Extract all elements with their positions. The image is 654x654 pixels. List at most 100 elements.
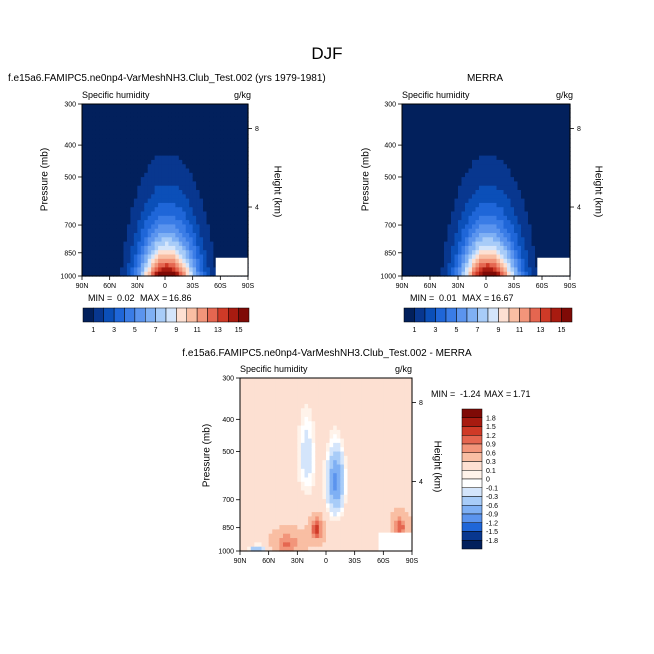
heatmap-cell (243, 382, 248, 388)
heatmap-cell (254, 412, 259, 418)
heatmap-cell (326, 529, 331, 535)
heatmap-cell (293, 403, 298, 409)
heatmap-cell (257, 412, 263, 418)
heatmap-cell (130, 108, 135, 114)
heatmap-cell (243, 386, 248, 392)
heatmap-cell (95, 250, 100, 256)
heatmap-cell (304, 507, 309, 513)
heatmap-cell (240, 438, 245, 444)
heatmap-cell (254, 416, 259, 422)
heatmap-cell (268, 468, 273, 474)
heatmap-cell (140, 129, 145, 135)
heatmap-cells (240, 378, 413, 552)
heatmap-cell (126, 151, 132, 157)
heatmap-cell (275, 468, 281, 474)
heatmap-cell (304, 516, 309, 522)
heatmap-cell (247, 421, 252, 427)
heatmap-cell (315, 538, 320, 543)
panel-units: g/kg (234, 90, 252, 100)
heatmap-cell (322, 412, 327, 418)
heatmap-cell (300, 412, 306, 418)
heatmap-cell (140, 168, 145, 174)
heatmap-cell (268, 473, 273, 479)
heatmap-cell (109, 147, 114, 152)
heatmap-cell (126, 108, 132, 114)
heatmap-cell (265, 520, 270, 526)
heatmap-cell (123, 254, 128, 260)
heatmap-cell (275, 473, 281, 479)
heatmap-cell (322, 455, 327, 461)
heatmap-cell (261, 538, 266, 543)
heatmap-cell (113, 215, 118, 221)
heatmap-cell (257, 516, 263, 522)
max-value: 16.86 (169, 293, 192, 303)
heatmap-cell (99, 220, 104, 225)
heatmap-cell (243, 538, 248, 543)
heatmap-cell (137, 254, 142, 260)
heatmap-cell (137, 245, 142, 251)
heatmap-cell (279, 525, 284, 530)
heatmap-cell (290, 447, 295, 453)
heatmap-cell (300, 464, 306, 470)
heatmap-cell (240, 486, 245, 492)
heatmap-cell (326, 451, 331, 457)
heatmap-cell (261, 455, 266, 461)
heatmap-cell (293, 503, 298, 509)
heatmap-cell (279, 382, 284, 388)
heatmap-cell (133, 151, 138, 157)
heatmap-cell (130, 155, 135, 161)
heatmap-cell (88, 190, 93, 195)
heatmap-cell (88, 164, 93, 170)
heatmap-cell (304, 386, 309, 392)
heatmap-cell (120, 194, 125, 200)
heatmap-cell (130, 151, 135, 157)
heatmap-cell (283, 486, 288, 492)
heatmap-cell (113, 138, 118, 144)
heatmap-cell (322, 425, 327, 431)
heatmap-cell (272, 473, 277, 479)
heatmap-cell (99, 245, 104, 251)
heatmap-cell (286, 408, 291, 414)
heatmap-cell (308, 512, 313, 517)
heatmap-cell (102, 228, 107, 234)
heatmap-cell (297, 542, 302, 548)
heatmap-cell (240, 408, 245, 414)
heatmap-cell (120, 267, 125, 273)
heatmap-cell (106, 207, 111, 213)
heatmap-cell (279, 486, 284, 492)
heatmap-cell (326, 533, 331, 539)
heatmap-cell (92, 164, 97, 170)
heatmap-cell (140, 224, 145, 230)
heatmap-cell (254, 390, 259, 396)
heatmap-cell (120, 237, 125, 243)
heatmap-cell (311, 412, 316, 418)
heatmap-cell (272, 533, 277, 539)
heatmap-cell (92, 220, 97, 225)
heatmap-cell (308, 408, 313, 414)
heatmap-cell (265, 516, 270, 522)
heatmap-cell (240, 412, 245, 418)
heatmap-cell (257, 533, 263, 539)
heatmap-cell (275, 499, 281, 505)
heatmap-cell (257, 395, 263, 401)
heatmap-cell (82, 207, 87, 213)
heatmap-cell (106, 147, 111, 152)
heatmap-cell (272, 525, 277, 530)
heatmap-cell (102, 142, 107, 148)
heatmap-cell (113, 134, 118, 139)
heatmap-cell (113, 104, 118, 109)
heatmap-cell (109, 245, 114, 251)
heatmap-cell (318, 399, 324, 405)
heatmap-cell (318, 494, 324, 500)
heatmap-cell (88, 202, 93, 208)
heatmap-cell (116, 181, 121, 187)
heatmap-cell (243, 442, 248, 448)
heatmap-cell (137, 147, 142, 152)
heatmap-cell (92, 258, 97, 264)
heatmap-cell (116, 233, 121, 238)
heatmap-cell (137, 172, 142, 178)
heatmap-cell (126, 220, 132, 225)
heatmap-cell (116, 159, 121, 165)
heatmap-cell (293, 464, 298, 470)
heatmap-cell (300, 490, 306, 496)
